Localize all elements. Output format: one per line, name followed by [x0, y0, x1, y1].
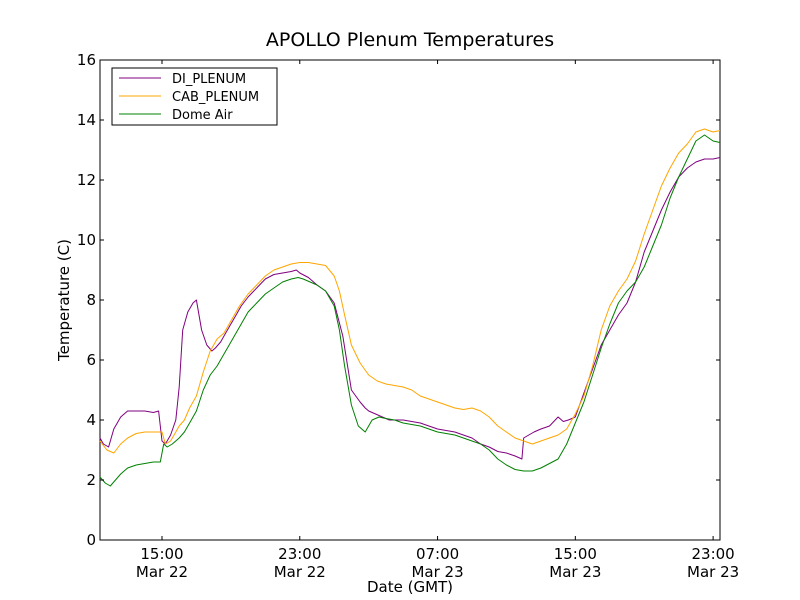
- plot-frame: [99, 59, 721, 541]
- y-tick-label: 0: [86, 531, 96, 549]
- legend-label: Dome Air: [172, 108, 233, 123]
- x-tick-label-date: Mar 23: [687, 563, 739, 581]
- y-tick-label: 8: [86, 291, 96, 309]
- x-tick-label-date: Mar 23: [411, 563, 463, 581]
- x-tick-label-time: 23:00: [691, 545, 734, 563]
- x-tick-label-time: 23:00: [278, 545, 321, 563]
- x-tick-label-date: Mar 22: [274, 563, 326, 581]
- chart-title: APOLLO Plenum Temperatures: [266, 29, 554, 51]
- legend-label: CAB_PLENUM: [172, 90, 259, 105]
- y-axis-label: Temperature (C): [55, 239, 73, 362]
- y-tick-label: 2: [86, 471, 96, 489]
- y-tick-label: 14: [77, 111, 96, 129]
- y-tick-label: 16: [77, 51, 96, 69]
- y-tick-label: 12: [77, 171, 96, 189]
- x-tick-label-date: Mar 22: [136, 563, 188, 581]
- x-tick-label-time: 07:00: [416, 545, 459, 563]
- legend-label: DI_PLENUM: [172, 72, 246, 87]
- series-line-di-plenum: [99, 157, 721, 460]
- series-line-dome-air: [99, 134, 721, 487]
- y-tick-label: 4: [86, 411, 96, 429]
- y-tick-label: 6: [86, 351, 96, 369]
- series-layer: [99, 128, 721, 487]
- legend: DI_PLENUM CAB_PLENUM Dome Air: [111, 67, 278, 126]
- y-axis-ticks: 0 2 4 6 8 10 12 14 16: [77, 51, 720, 549]
- x-axis-label: Date (GMT): [367, 578, 453, 596]
- series-line-cab-plenum: [99, 128, 721, 454]
- y-tick-label: 10: [77, 231, 96, 249]
- x-tick-label-date: Mar 23: [549, 563, 601, 581]
- x-tick-label-time: 15:00: [554, 545, 597, 563]
- x-tick-label-time: 15:00: [140, 545, 183, 563]
